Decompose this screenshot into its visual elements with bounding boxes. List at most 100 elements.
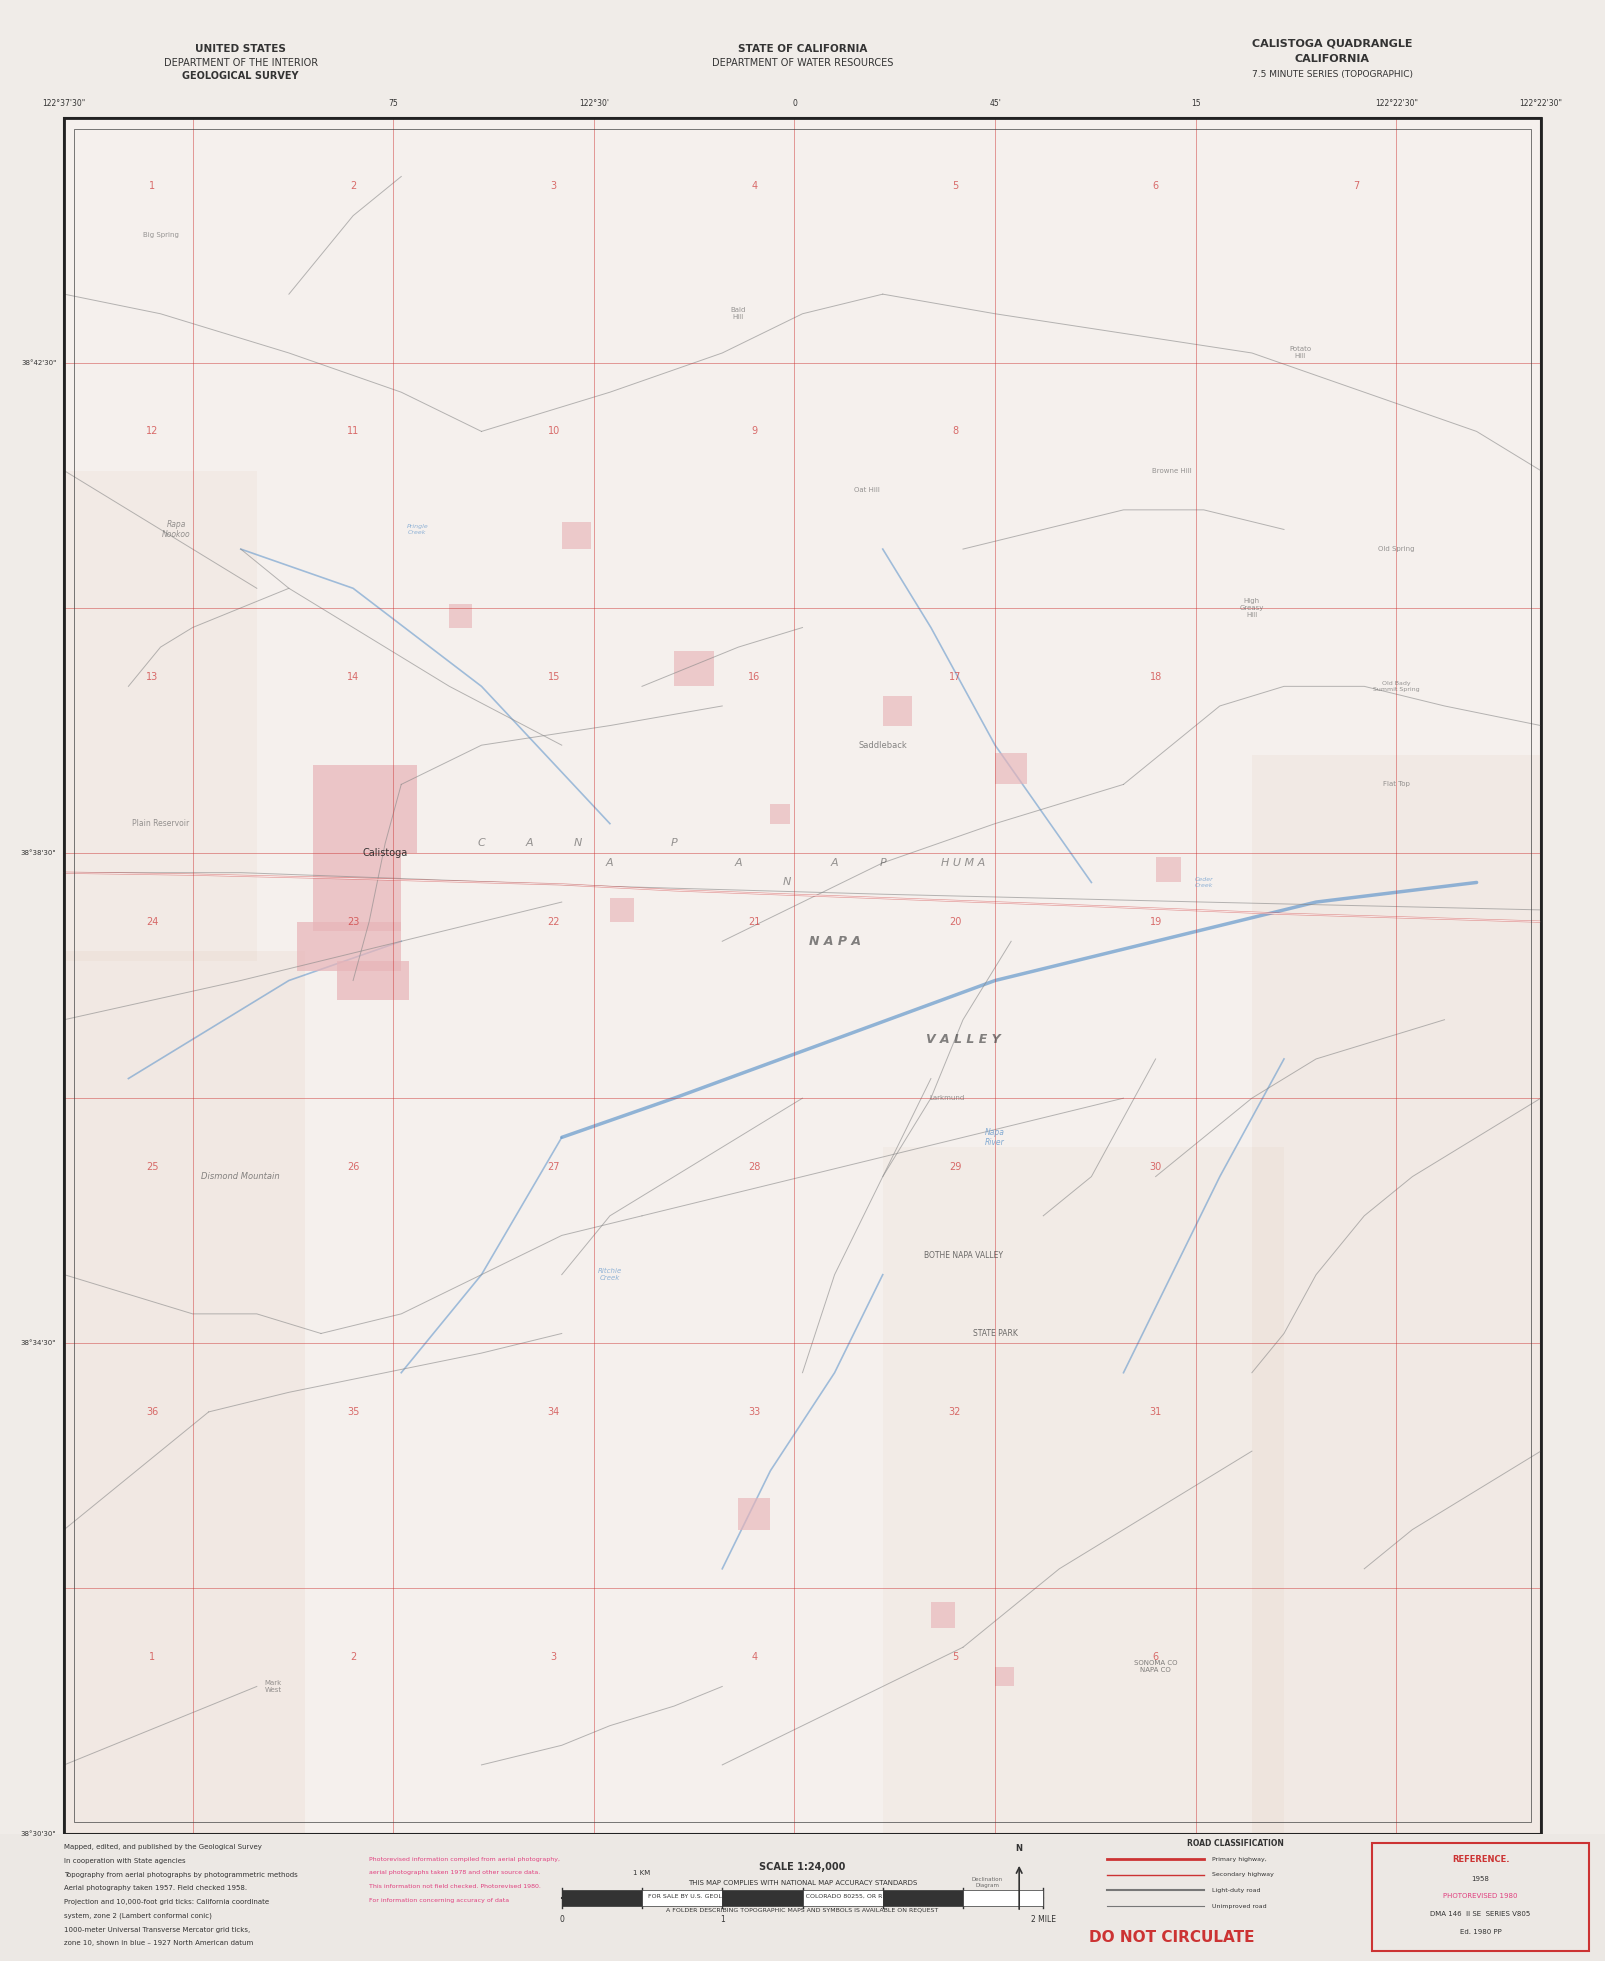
Text: Declination
Diagram: Declination Diagram xyxy=(971,1877,1003,1888)
Text: A FOLDER DESCRIBING TOPOGRAPHIC MAPS AND SYMBOLS IS AVAILABLE ON REQUEST: A FOLDER DESCRIBING TOPOGRAPHIC MAPS AND… xyxy=(666,1908,939,1912)
Text: 17: 17 xyxy=(949,671,961,682)
Text: Old Spring: Old Spring xyxy=(1379,545,1414,553)
Text: 27: 27 xyxy=(547,1161,560,1173)
Text: BOTHE NAPA VALLEY: BOTHE NAPA VALLEY xyxy=(923,1251,1003,1259)
Text: 2: 2 xyxy=(350,180,356,192)
Text: 1958: 1958 xyxy=(1472,1875,1489,1883)
Text: 34: 34 xyxy=(547,1406,560,1418)
Bar xyxy=(0,1834,1605,1961)
Text: CALIFORNIA: CALIFORNIA xyxy=(1295,53,1369,65)
Text: DEPARTMENT OF WATER RESOURCES: DEPARTMENT OF WATER RESOURCES xyxy=(711,57,894,69)
Text: Larkmund: Larkmund xyxy=(929,1094,965,1102)
Text: zone 10, shown in blue – 1927 North American datum: zone 10, shown in blue – 1927 North Amer… xyxy=(64,1939,254,1947)
Text: 32: 32 xyxy=(949,1406,961,1418)
Bar xyxy=(802,1890,883,1906)
Text: 24: 24 xyxy=(146,916,159,928)
Text: High
Greasy
Hill: High Greasy Hill xyxy=(1239,598,1265,618)
Text: Ritchie
Creek: Ritchie Creek xyxy=(597,1269,623,1281)
Text: ROAD CLASSIFICATION: ROAD CLASSIFICATION xyxy=(1188,1839,1284,1847)
Text: Napa
River: Napa River xyxy=(985,1128,1005,1147)
Text: 9: 9 xyxy=(751,426,758,437)
Bar xyxy=(562,522,591,549)
Text: Aerial photography taken 1957. Field checked 1958.: Aerial photography taken 1957. Field che… xyxy=(64,1885,247,1892)
Text: GEOLOGICAL SURVEY: GEOLOGICAL SURVEY xyxy=(183,71,299,82)
Text: 15: 15 xyxy=(1191,98,1201,108)
Text: A: A xyxy=(607,857,613,869)
Text: 35: 35 xyxy=(347,1406,360,1418)
Text: 33: 33 xyxy=(748,1406,761,1418)
Bar xyxy=(963,1890,1043,1906)
Text: Photorevised information compiled from aerial photography,: Photorevised information compiled from a… xyxy=(369,1857,560,1861)
Text: In cooperation with State agencies: In cooperation with State agencies xyxy=(64,1857,186,1865)
Text: Saddleback: Saddleback xyxy=(859,741,907,749)
Text: H U M A: H U M A xyxy=(941,857,985,869)
Text: Light-duty road: Light-duty road xyxy=(1212,1888,1260,1892)
Text: A: A xyxy=(526,837,533,849)
Text: 20: 20 xyxy=(949,916,961,928)
Text: N: N xyxy=(1016,1843,1022,1853)
Text: 22: 22 xyxy=(547,916,560,928)
Bar xyxy=(1252,755,1541,1834)
Text: FOR SALE BY U.S. GEOLOGICAL SURVEY, DENVER, COLORADO 80255, OR RESTON, VIRGINIA : FOR SALE BY U.S. GEOLOGICAL SURVEY, DENV… xyxy=(648,1894,957,1898)
Text: DEPARTMENT OF THE INTERIOR: DEPARTMENT OF THE INTERIOR xyxy=(164,57,318,69)
Bar xyxy=(610,898,634,922)
Text: 38°30'30": 38°30'30" xyxy=(21,1830,56,1837)
Text: 2 MILE: 2 MILE xyxy=(1030,1914,1056,1924)
Text: Bald
Hill: Bald Hill xyxy=(730,308,746,320)
Bar xyxy=(74,129,1531,1822)
Bar xyxy=(449,604,472,628)
Text: 7.5 MINUTE SERIES (TOPOGRAPHIC): 7.5 MINUTE SERIES (TOPOGRAPHIC) xyxy=(1252,71,1412,78)
Text: Unimproved road: Unimproved road xyxy=(1212,1904,1266,1908)
Bar xyxy=(722,1890,802,1906)
Text: Plain Reservoir: Plain Reservoir xyxy=(132,820,189,828)
Text: 122°22'30": 122°22'30" xyxy=(1520,98,1562,108)
Bar xyxy=(642,1890,722,1906)
Text: 38°34'30": 38°34'30" xyxy=(21,1339,56,1347)
Bar xyxy=(883,1890,963,1906)
Bar xyxy=(64,951,305,1834)
Text: N: N xyxy=(573,837,583,849)
Text: Projection and 10,000-foot grid ticks: California coordinate: Projection and 10,000-foot grid ticks: C… xyxy=(64,1898,270,1906)
Text: A: A xyxy=(735,857,742,869)
Text: 1000-meter Universal Transverse Mercator grid ticks,: 1000-meter Universal Transverse Mercator… xyxy=(64,1926,250,1934)
Bar xyxy=(883,696,912,726)
Text: Calistoga: Calistoga xyxy=(363,847,408,859)
Text: 31: 31 xyxy=(1149,1406,1162,1418)
Text: SCALE 1:24,000: SCALE 1:24,000 xyxy=(759,1861,846,1873)
Text: 122°37'30": 122°37'30" xyxy=(43,98,85,108)
Text: 1: 1 xyxy=(721,1914,724,1924)
Text: 1: 1 xyxy=(149,180,156,192)
Bar xyxy=(313,853,401,931)
Text: 30: 30 xyxy=(1149,1161,1162,1173)
Text: system, zone 2 (Lambert conformal conic): system, zone 2 (Lambert conformal conic) xyxy=(64,1912,212,1920)
Bar xyxy=(883,1147,1284,1834)
Text: 11: 11 xyxy=(347,426,360,437)
Text: Primary highway,: Primary highway, xyxy=(1212,1857,1266,1861)
Text: THIS MAP COMPLIES WITH NATIONAL MAP ACCURACY STANDARDS: THIS MAP COMPLIES WITH NATIONAL MAP ACCU… xyxy=(689,1879,916,1886)
Bar xyxy=(64,471,257,961)
Text: 10: 10 xyxy=(547,426,560,437)
Text: 45': 45' xyxy=(989,98,1002,108)
Bar xyxy=(64,118,1541,1834)
Text: 38°42'30": 38°42'30" xyxy=(21,359,56,367)
Bar xyxy=(562,1890,642,1906)
Text: P: P xyxy=(880,857,886,869)
Text: P: P xyxy=(671,837,677,849)
Text: REFERENCE.: REFERENCE. xyxy=(1453,1855,1509,1863)
Text: V A L L E Y: V A L L E Y xyxy=(926,1033,1000,1045)
Bar xyxy=(995,753,1027,784)
Text: DO NOT CIRCULATE: DO NOT CIRCULATE xyxy=(1088,1930,1255,1945)
Bar xyxy=(1156,857,1181,882)
Text: STATE OF CALIFORNIA: STATE OF CALIFORNIA xyxy=(738,43,867,55)
Text: DMA 146  II SE  SERIES V805: DMA 146 II SE SERIES V805 xyxy=(1430,1910,1531,1918)
Text: For information concerning accuracy of data: For information concerning accuracy of d… xyxy=(369,1898,509,1902)
Text: 25: 25 xyxy=(146,1161,159,1173)
Bar xyxy=(64,118,1541,1834)
Text: Dismond Mountain: Dismond Mountain xyxy=(202,1173,279,1181)
Text: 0: 0 xyxy=(559,1914,565,1924)
Text: Oat Hill: Oat Hill xyxy=(854,486,880,494)
Text: Browne Hill: Browne Hill xyxy=(1152,467,1191,475)
Text: 7: 7 xyxy=(1353,180,1359,192)
Text: 3: 3 xyxy=(551,180,557,192)
Text: Mark
West: Mark West xyxy=(265,1681,281,1692)
